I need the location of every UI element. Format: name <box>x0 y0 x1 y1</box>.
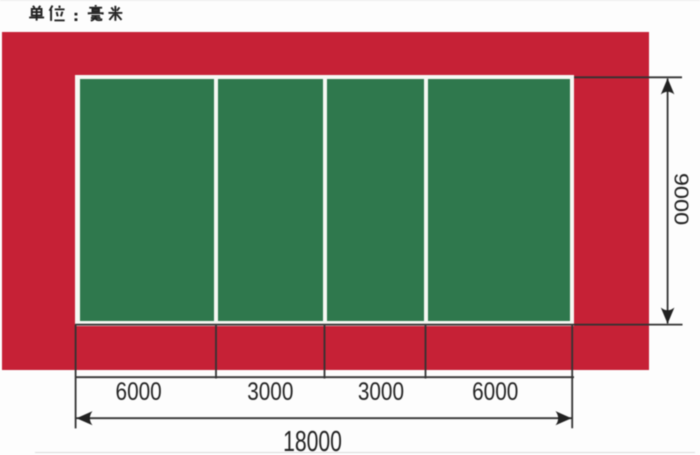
svg-text:6000: 6000 <box>472 377 518 405</box>
svg-text:3000: 3000 <box>247 377 293 405</box>
svg-text:9000: 9000 <box>670 173 693 225</box>
svg-text:3000: 3000 <box>358 377 404 405</box>
svg-text:18000: 18000 <box>283 426 342 455</box>
svg-text:6000: 6000 <box>116 377 162 405</box>
